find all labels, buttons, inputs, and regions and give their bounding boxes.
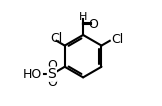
Text: H: H: [79, 12, 87, 22]
Text: S: S: [47, 67, 56, 81]
Text: O: O: [88, 18, 98, 31]
Text: Cl: Cl: [50, 32, 62, 45]
Text: Cl: Cl: [112, 33, 124, 46]
Text: HO: HO: [23, 68, 42, 81]
Text: O: O: [47, 76, 57, 89]
Text: O: O: [47, 59, 57, 72]
